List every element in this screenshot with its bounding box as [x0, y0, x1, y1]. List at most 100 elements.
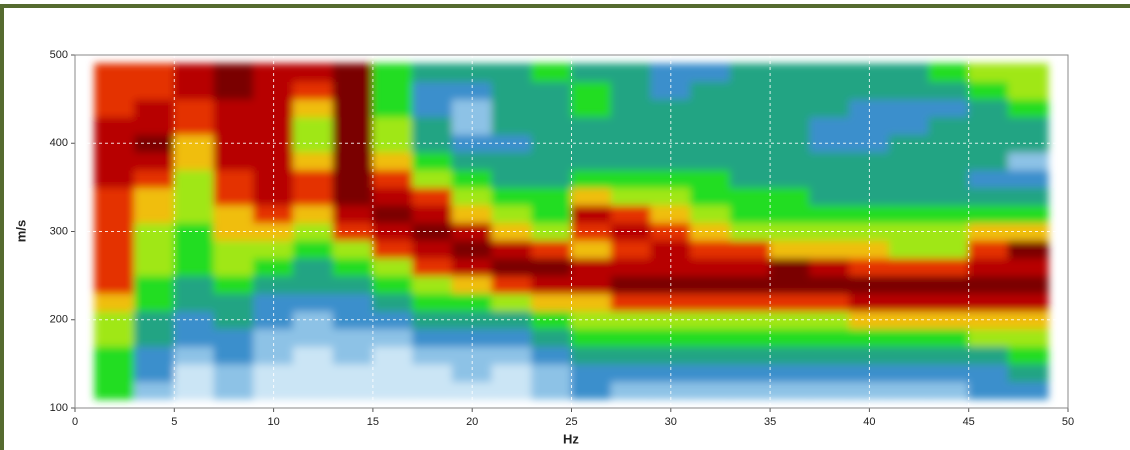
heatmap-cell	[809, 292, 851, 312]
heatmap-cell	[610, 345, 652, 365]
heatmap-cell	[928, 363, 970, 383]
heatmap-cell	[571, 80, 612, 100]
heatmap-cell	[531, 345, 572, 365]
x-tick-label: 10	[267, 416, 279, 428]
heatmap-cell	[888, 239, 930, 259]
heatmap-cell	[571, 292, 612, 312]
heatmap-cell	[928, 63, 970, 82]
heatmap-cell	[809, 80, 851, 100]
heatmap-cell	[1007, 151, 1049, 171]
heatmap-cell	[729, 239, 771, 259]
heatmap-cell	[769, 239, 811, 259]
heatmap-cell	[610, 363, 652, 383]
heatmap-cell	[292, 345, 334, 365]
heatmap-cell	[690, 345, 731, 365]
heatmap-cell	[769, 257, 811, 277]
heatmap-cell	[491, 204, 533, 224]
heatmap-cell	[769, 151, 811, 171]
heatmap-cell	[610, 63, 652, 82]
heatmap-cell	[94, 80, 136, 100]
x-tick-label: 20	[466, 416, 478, 428]
heatmap-cell	[412, 363, 453, 383]
heatmap-cell	[690, 98, 731, 118]
heatmap-cell	[134, 80, 175, 100]
frame	[0, 4, 1130, 450]
heatmap-cell	[94, 310, 136, 330]
heatmap-cell	[412, 151, 453, 171]
heatmap-cell	[690, 257, 731, 277]
heatmap-cell	[292, 204, 334, 224]
heatmap-cell	[928, 80, 970, 100]
heatmap-cell	[968, 204, 1009, 224]
heatmap-cell	[491, 239, 533, 259]
heatmap-cell	[94, 328, 136, 347]
heatmap-cell	[213, 292, 255, 312]
heatmap-cell	[173, 98, 215, 118]
heatmap-cell	[571, 328, 612, 347]
heatmap-cell	[292, 169, 334, 188]
heatmap-cell	[809, 310, 851, 330]
heatmap-cell	[372, 186, 414, 206]
heatmap-cell	[729, 381, 771, 400]
heatmap-cell	[531, 186, 572, 206]
heatmap-cell	[690, 151, 731, 171]
heatmap-cell	[292, 133, 334, 153]
heatmap-cell	[928, 151, 970, 171]
heatmap-cell	[173, 222, 215, 241]
heatmap-cell	[451, 98, 493, 118]
heatmap-cell	[888, 275, 930, 294]
heatmap-cell	[451, 63, 493, 82]
heatmap-cell	[531, 292, 572, 312]
heatmap-cell	[809, 133, 851, 153]
heatmap-cell	[610, 257, 652, 277]
heatmap-cell	[769, 363, 811, 383]
heatmap-cell	[292, 222, 334, 241]
heatmap-cell	[372, 151, 414, 171]
heatmap-cell	[809, 381, 851, 400]
heatmap-cell	[292, 186, 334, 206]
heatmap-cell	[809, 222, 851, 241]
heatmap-cell	[690, 186, 731, 206]
heatmap-cell	[213, 275, 255, 294]
y-tick-label: 500	[50, 49, 68, 61]
heatmap-cell	[1007, 116, 1049, 135]
heatmap-cell	[173, 257, 215, 277]
heatmap-cell	[94, 133, 136, 153]
heatmap-cell	[372, 239, 414, 259]
heatmap-cell	[650, 63, 692, 82]
heatmap-cell	[1007, 275, 1049, 294]
heatmap-cell	[372, 275, 414, 294]
heatmap-cell	[809, 345, 851, 365]
heatmap-cell	[769, 345, 811, 365]
heatmap-cell	[729, 186, 771, 206]
heatmap-cell	[650, 186, 692, 206]
heatmap-cell	[809, 186, 851, 206]
heatmap-cell	[213, 363, 255, 383]
heatmap-cell	[968, 116, 1009, 135]
heatmap-cell	[571, 186, 612, 206]
heatmap-cell	[571, 116, 612, 135]
heatmap-cell	[173, 186, 215, 206]
heatmap-cell	[531, 257, 572, 277]
heatmap-cell	[332, 204, 374, 224]
heatmap-cell	[531, 204, 572, 224]
heatmap-cell	[173, 328, 215, 347]
heatmap-cell	[412, 222, 453, 241]
heatmap-cell	[1007, 98, 1049, 118]
heatmap-cell	[253, 186, 294, 206]
heatmap-cell	[968, 292, 1009, 312]
heatmap-cell	[690, 169, 731, 188]
heatmap-cell	[809, 98, 851, 118]
heatmap-cell	[769, 80, 811, 100]
heatmap-cell	[690, 363, 731, 383]
y-tick-label: 100	[50, 402, 68, 414]
heatmap-cell	[888, 80, 930, 100]
heatmap-cell	[1007, 169, 1049, 188]
heatmap-cell	[412, 63, 453, 82]
heatmap-cell	[94, 292, 136, 312]
heatmap-cell	[372, 133, 414, 153]
heatmap-cell	[1007, 186, 1049, 206]
heatmap-cell	[412, 345, 453, 365]
heatmap-cell	[809, 328, 851, 347]
